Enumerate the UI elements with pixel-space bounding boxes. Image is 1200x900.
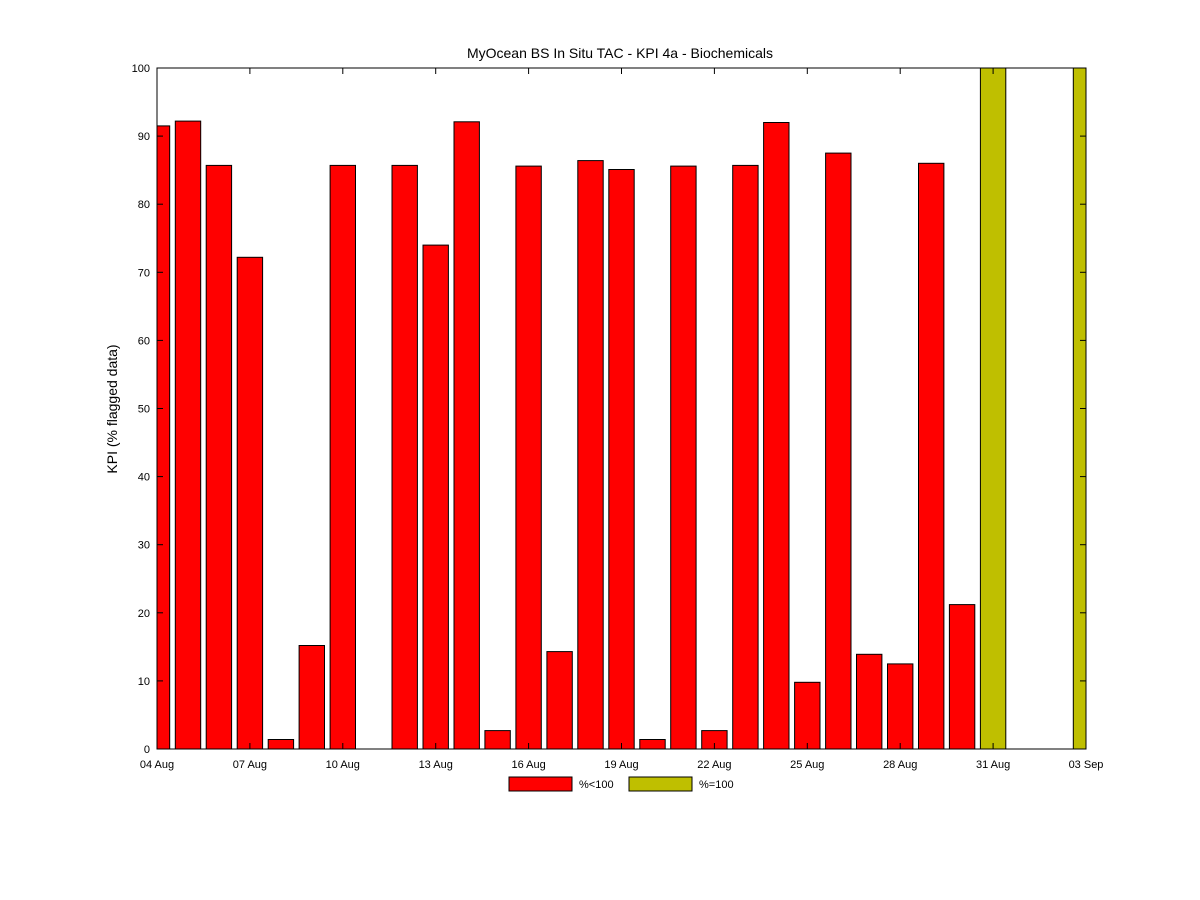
x-tick-label: 25 Aug [790,759,824,771]
legend: %<100 %=100 [508,776,734,792]
bar-lt100-2012-08-23 [732,164,759,750]
y-tick-label: 30 [138,540,150,552]
x-tick-label: 04 Aug [140,759,174,771]
x-tick-label: 16 Aug [511,759,545,771]
bar-lt100-2012-08-13 [422,244,449,750]
bar-lt100-2012-08-04 [156,125,171,750]
x-tick-label: 10 Aug [326,759,360,771]
bar-lt100-2012-08-16 [515,165,542,750]
bar-lt100-2012-08-10 [329,164,357,750]
x-tick-label: 22 Aug [697,759,731,771]
x-tick-label: 03 Sep [1069,759,1104,771]
bar-lt100-2012-08-26 [825,152,852,750]
bar-lt100-2012-08-08 [267,739,295,750]
legend-swatch [628,776,693,792]
chart-title: MyOcean BS In Situ TAC - KPI 4a - Bioche… [467,45,773,61]
y-tick-label: 90 [138,131,150,143]
y-tick-label: 60 [138,335,150,347]
bar-lt100-2012-08-12 [391,164,418,750]
y-tick-label: 40 [138,472,150,484]
x-tick-label: 28 Aug [883,759,917,771]
y-tick-label: 80 [138,199,150,211]
x-tick-label: 31 Aug [976,759,1010,771]
bar-lt100-2012-08-28 [887,663,914,750]
bar-eq100-2012-08-31 [979,67,1007,750]
bar-lt100-2012-08-30 [948,604,976,750]
y-tick-label: 70 [138,267,150,279]
y-axis-label: KPI (% flagged data) [104,344,120,473]
x-tick-label: 19 Aug [604,759,638,771]
bar-lt100-2012-08-09 [298,645,326,750]
bar-lt100-2012-08-15 [484,730,511,750]
bar-lt100-2012-08-25 [794,681,821,750]
y-tick-label: 0 [144,744,150,756]
bar-lt100-2012-08-20 [639,739,666,750]
bars-layer [156,67,1087,750]
bar-lt100-2012-08-07 [236,256,264,750]
bar-lt100-2012-08-29 [918,162,945,750]
bar-lt100-2012-08-06 [205,164,233,750]
y-tick-label: 10 [138,676,150,688]
bar-lt100-2012-08-14 [453,121,480,750]
bar-lt100-2012-08-18 [577,160,604,750]
x-tick-label: 13 Aug [419,759,453,771]
legend-label: %=100 [699,779,734,791]
legend-label: %<100 [579,779,614,791]
bar-lt100-2012-08-05 [174,120,202,750]
y-tick-label: 50 [138,404,150,416]
bar-lt100-2012-08-21 [670,165,697,750]
bar-lt100-2012-08-19 [608,169,635,750]
bar-lt100-2012-08-17 [546,651,573,750]
y-tick-label: 100 [132,63,150,75]
y-tick-label: 20 [138,608,150,620]
bar-lt100-2012-08-27 [856,653,883,750]
x-tick-label: 07 Aug [233,759,267,771]
bar-lt100-2012-08-24 [763,122,790,750]
legend-swatch [508,776,573,792]
axis-ticks: 0 10 20 30 40 50 60 70 80 90 100 04 Aug 07 Aug 10 Aug… [132,63,1104,771]
